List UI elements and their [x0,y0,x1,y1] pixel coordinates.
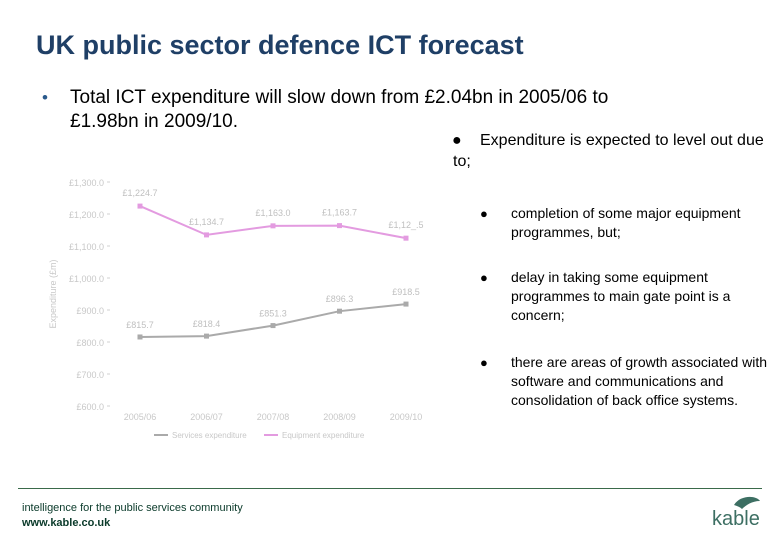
footer-url[interactable]: www.kable.co.uk [22,517,111,529]
data-label: £818.4 [193,319,221,329]
data-point [137,334,143,340]
side-bullet: ● Expenditure is expected to level out d… [452,130,772,172]
slide-title: UK public sector defence ICT forecast [36,30,524,60]
data-label: £896.3 [326,294,354,304]
sub-bullet-text: completion of some major equipment progr… [511,205,741,240]
main-bullet-text: Total ICT expenditure will slow down fro… [70,87,609,132]
data-point [204,333,209,339]
x-tick-label: 2005/06 [124,412,157,422]
sub-bullet-text: delay in taking some equipment programme… [511,269,731,323]
data-label: £1,163.7 [322,208,357,218]
bullet-dot-icon: ● [480,355,488,370]
data-point [403,301,409,307]
data-point [204,232,209,238]
data-label: £851.3 [259,309,287,319]
bullet-dot-icon: • [42,88,48,107]
bullet-dot-icon: ● [480,270,488,285]
kable-logo: kable [712,508,760,530]
x-tick-label: 2007/08 [257,412,290,422]
bullet-dot-icon: ● [480,206,488,221]
x-tick-label: 2008/09 [323,412,356,422]
data-point [403,235,409,241]
data-label: £1,134.7 [189,217,224,227]
data-label: £1,224.7 [122,188,157,198]
x-tick-label: 2009/10 [390,412,423,422]
data-label: £1,163.0 [255,208,290,218]
y-tick-label: £900.0 [76,306,104,316]
expenditure-line-chart: £1,300.0 £1,200.0 £1,100.0 £1,000.0 £900.0 £8… [48,178,424,440]
data-point [137,203,143,209]
legend-entry: Equipment expenditure [282,431,365,440]
y-tick-label: £1,200.0 [69,210,104,220]
data-label: £918.5 [392,287,420,297]
data-point [270,323,276,329]
y-tick-label: £1,000.0 [69,274,104,284]
x-tick-label: 2006/07 [190,412,223,422]
main-bullet: • Total ICT expenditure will slow down f… [42,86,662,134]
data-point [337,223,342,229]
y-tick-label: £1,300.0 [69,178,104,188]
y-axis-label: Expenditure (£m) [48,259,58,328]
kable-leaf-icon [734,496,760,509]
side-lead-text: Expenditure is expected to level out due… [453,132,764,170]
y-tick-label: £700.0 [76,370,104,380]
footer-divider [18,488,762,489]
data-point [270,223,276,229]
sub-bullet: ● completion of some major equipment pro… [480,204,780,242]
sub-bullet: ● delay in taking some equipment program… [480,268,780,325]
legend-entry: Services expenditure [172,431,247,440]
data-point [337,308,342,314]
sub-bullet: ● there are areas of growth associated w… [480,353,780,410]
y-tick-label: £800.0 [76,338,104,348]
data-label: £1,12_.5 [388,220,423,230]
footer-tagline: intelligence for the public services com… [22,502,243,514]
y-tick-label: £1,100.0 [69,242,104,252]
sub-bullet-text: there are areas of growth associated wit… [511,354,768,408]
bullet-dot-icon: ● [452,132,462,149]
y-tick-label: £600.0 [76,402,104,412]
data-label: £815.7 [126,320,154,330]
